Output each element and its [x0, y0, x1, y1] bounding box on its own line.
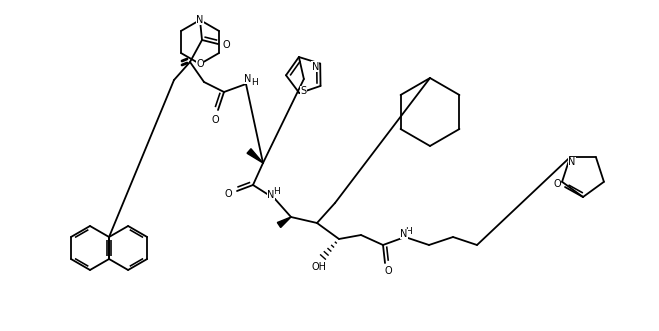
Text: O: O	[222, 40, 230, 50]
Polygon shape	[277, 217, 291, 227]
Text: OH: OH	[312, 262, 326, 272]
Text: N: N	[244, 74, 252, 84]
Text: H: H	[406, 227, 413, 237]
Text: O: O	[384, 266, 392, 276]
Text: S: S	[301, 86, 306, 96]
Text: O: O	[224, 189, 232, 199]
Text: N: N	[400, 229, 408, 239]
Text: N: N	[268, 190, 275, 200]
Text: N: N	[196, 15, 204, 25]
Text: H: H	[250, 77, 258, 86]
Polygon shape	[247, 149, 263, 163]
Text: H: H	[273, 187, 280, 197]
Text: N: N	[568, 157, 576, 167]
Text: O: O	[211, 115, 219, 125]
Text: N: N	[312, 62, 319, 71]
Text: O: O	[196, 59, 204, 69]
Text: O: O	[553, 179, 561, 189]
